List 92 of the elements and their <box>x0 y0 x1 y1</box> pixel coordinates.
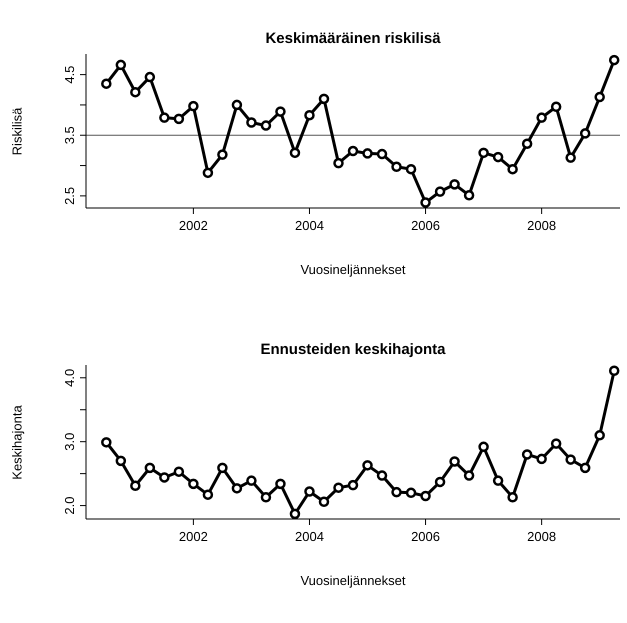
point <box>318 496 330 507</box>
point <box>101 78 112 89</box>
point <box>333 482 344 493</box>
y-tick-label: 4.5 <box>62 66 77 84</box>
x-tick-label: 2006 <box>411 218 440 233</box>
x-tick-label: 2004 <box>295 529 324 544</box>
point <box>478 442 489 452</box>
point <box>159 112 170 123</box>
point <box>376 470 388 481</box>
point <box>536 112 547 123</box>
point <box>580 462 590 474</box>
point <box>362 148 373 159</box>
y-axis-title: Riskilisä <box>10 107 25 155</box>
point <box>565 454 576 465</box>
point <box>246 117 257 128</box>
point <box>594 430 605 441</box>
x-tick-label: 2008 <box>527 529 556 544</box>
point <box>391 162 402 172</box>
x-tick-label: 2006 <box>411 529 440 544</box>
point <box>522 449 532 460</box>
point <box>116 456 126 466</box>
point <box>492 152 504 162</box>
point <box>492 475 504 486</box>
point <box>101 437 112 448</box>
y-tick-label: 3.0 <box>62 432 77 451</box>
x-tick-label: 2002 <box>178 218 208 233</box>
point <box>304 110 315 120</box>
point <box>580 128 590 139</box>
point <box>478 148 489 158</box>
point <box>565 152 576 163</box>
point <box>406 488 416 498</box>
y-tick-label: 2.0 <box>62 496 77 515</box>
point <box>507 164 518 174</box>
point <box>391 486 402 498</box>
point <box>188 478 199 490</box>
point <box>202 168 214 178</box>
point <box>406 164 416 174</box>
point <box>202 489 214 500</box>
point <box>260 120 272 131</box>
point <box>348 146 358 156</box>
point <box>550 102 562 112</box>
point <box>260 492 272 503</box>
point <box>434 186 446 197</box>
point <box>507 492 518 503</box>
x-axis-title: Vuosineljännekset <box>299 573 407 588</box>
point <box>376 148 388 160</box>
point <box>304 486 315 497</box>
point <box>275 478 286 490</box>
point <box>333 158 344 168</box>
chart-title: Ennusteiden keskihajonta <box>259 341 447 358</box>
point <box>550 438 562 449</box>
point <box>144 462 156 474</box>
x-tick-label: 2004 <box>295 218 324 233</box>
point <box>449 456 460 467</box>
point <box>275 106 286 117</box>
point <box>434 476 446 488</box>
point <box>116 60 126 70</box>
point <box>232 100 242 110</box>
point <box>449 179 460 190</box>
point <box>362 460 373 471</box>
x-tick-label: 2008 <box>527 218 556 233</box>
y-tick-label: 3.5 <box>62 126 77 144</box>
point <box>130 86 141 98</box>
point <box>464 470 474 481</box>
point <box>536 454 547 464</box>
point <box>348 480 358 490</box>
point <box>464 190 474 201</box>
chart-title: Keskimääräinen riskilisä <box>264 30 442 47</box>
point <box>144 72 156 82</box>
point <box>608 54 620 66</box>
point <box>318 94 330 104</box>
point <box>290 148 300 158</box>
point <box>246 475 257 486</box>
point <box>232 483 242 494</box>
point <box>522 138 532 149</box>
y-axis-title: Keskihajonta <box>10 404 25 480</box>
y-tick-label: 4.0 <box>62 368 77 387</box>
point <box>420 490 431 502</box>
point <box>174 114 184 124</box>
point <box>217 149 228 160</box>
point <box>159 472 170 483</box>
point <box>130 480 141 492</box>
point <box>217 462 228 474</box>
point <box>174 466 184 477</box>
point <box>188 100 199 112</box>
y-tick-label: 2.5 <box>62 186 77 205</box>
point <box>290 508 300 519</box>
point <box>420 197 431 208</box>
x-tick-label: 2002 <box>178 529 208 544</box>
point <box>608 366 620 376</box>
point <box>594 92 605 102</box>
x-axis-title: Vuosineljännekset <box>299 262 407 277</box>
